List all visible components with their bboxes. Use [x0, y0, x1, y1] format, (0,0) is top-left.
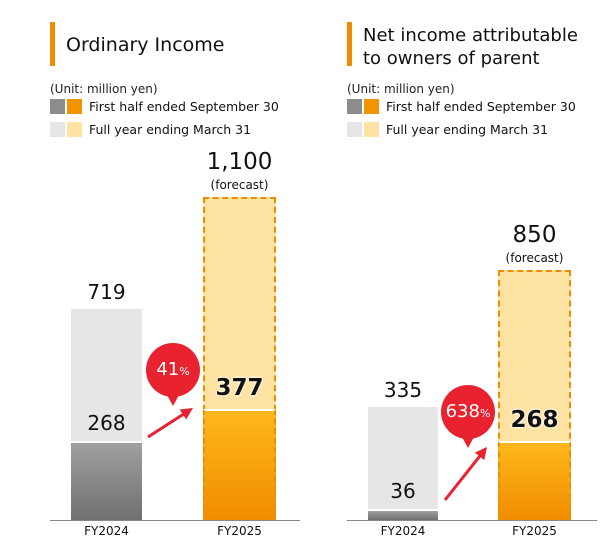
label-first-half: 377: [215, 375, 264, 402]
x-label-FY2025: FY2025: [512, 524, 557, 538]
growth-rate-bubble: 638%: [441, 385, 495, 448]
title-accent: [347, 22, 352, 66]
growth-arrow-icon: [147, 408, 193, 439]
chart-title: Net income attributable to owners of pare…: [363, 25, 578, 69]
bar-full-year-FY2024: [368, 407, 438, 520]
label-full-year: 850: [512, 222, 557, 249]
bar-first-half-FY2024: [368, 509, 438, 520]
legend-full-year: Full year ending March 31: [347, 122, 548, 137]
unit-label: (Unit: million yen): [50, 82, 158, 96]
unit-label: (Unit: million yen): [347, 82, 455, 96]
growth-value: 638: [445, 401, 480, 422]
net-income-chart: Net income attributable to owners of pare…: [297, 0, 597, 560]
forecast-note: (forecast): [505, 251, 564, 266]
growth-unit: %: [179, 365, 190, 378]
label-full-year: 719: [87, 279, 126, 304]
growth-arrow-icon: [443, 447, 487, 501]
legend-first-half: First half ended September 30: [50, 99, 279, 114]
legend-full-year: Full year ending March 31: [50, 122, 251, 137]
legend-label: Full year ending March 31: [386, 122, 549, 137]
x-label-FY2025: FY2025: [217, 524, 262, 538]
bar-first-half-FY2025: [498, 441, 571, 520]
chart-title: Ordinary Income: [66, 34, 225, 56]
forecast-note: (forecast): [210, 177, 269, 192]
legend-label: First half ended September 30: [89, 99, 279, 114]
label-first-half: 36: [390, 479, 416, 504]
label-first-half: 268: [87, 411, 126, 436]
label-full-year: 335: [383, 378, 423, 402]
label-first-half: 268: [510, 407, 559, 434]
growth-rate-bubble: 41%: [146, 343, 200, 406]
legend-label: Full year ending March 31: [89, 122, 252, 137]
x-axis: [50, 520, 300, 521]
legend-label: First half ended September 30: [386, 99, 576, 114]
x-label-FY2024: FY2024: [84, 524, 129, 538]
bar-first-half-FY2025: [203, 409, 276, 520]
growth-value: 41: [156, 359, 180, 380]
x-axis: [347, 520, 597, 521]
label-full-year: 1,100: [206, 148, 273, 175]
title-accent: [50, 22, 55, 66]
ordinary-income-chart: Ordinary Income (Unit: million yen) Firs…: [50, 22, 300, 538]
x-label-FY2024: FY2024: [380, 524, 426, 538]
legend-first-half: First half ended September 30: [347, 99, 576, 114]
bar-first-half-FY2024: [71, 441, 142, 520]
growth-unit: %: [479, 407, 491, 420]
